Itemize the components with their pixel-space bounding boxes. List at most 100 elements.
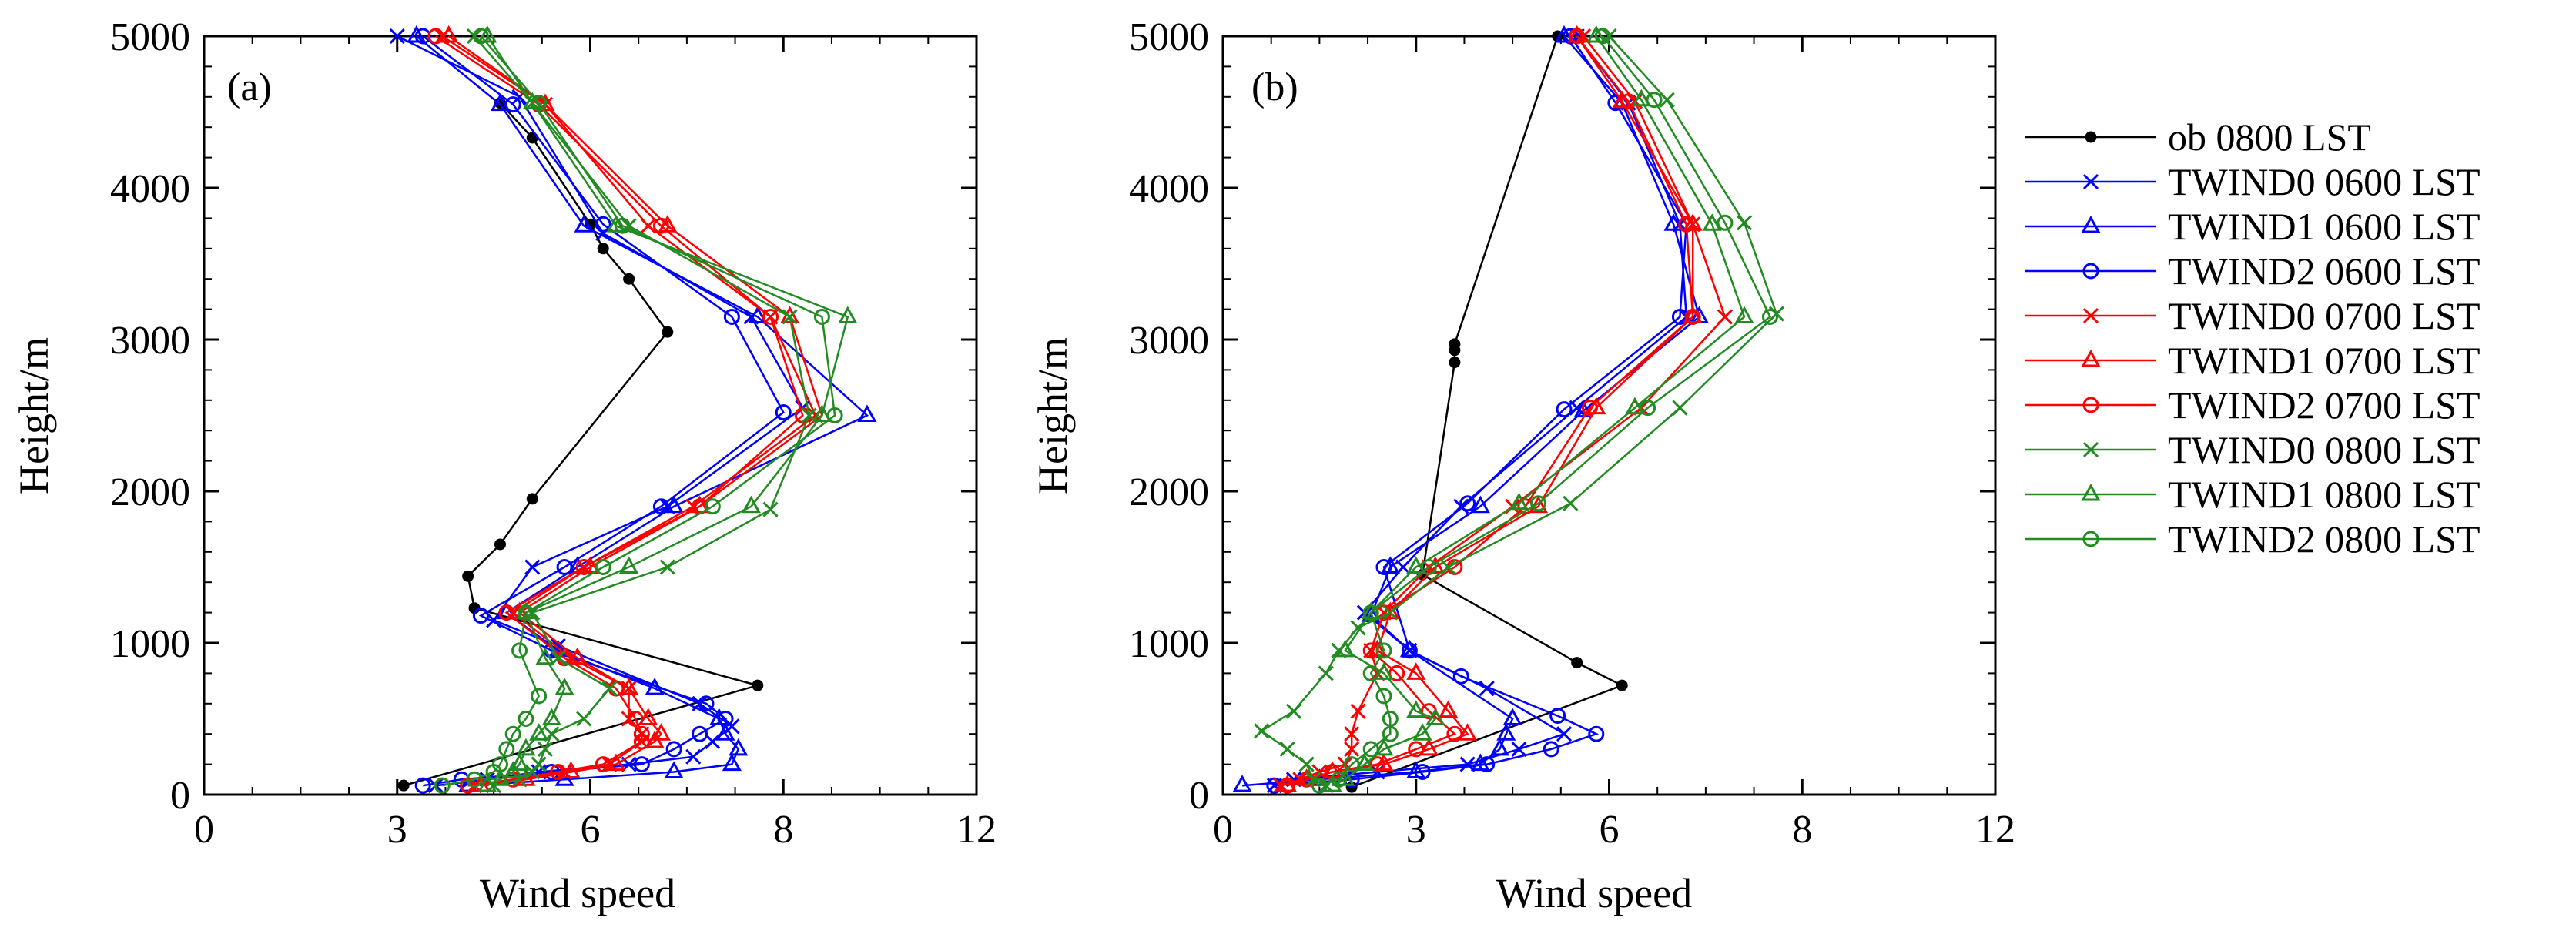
panel-a-line-twind0-0800-lst [474,35,810,787]
panel-b-x-axis-label: Wind speed [1496,870,1692,916]
panel-a-point-twind0-0800-lst [537,741,554,757]
panel-a-y-tick-label: 5000 [110,15,190,59]
panel-a-y-tick-label: 4000 [110,167,190,211]
panel-a-x-tick-label: 0 [194,808,214,852]
panel-b-point-twind2-0700-lst [1569,28,1586,45]
panel-a-point-twind1-0800-lst [477,25,497,43]
panel-b-point-twind1-0800-lst [1631,89,1651,107]
legend-entry-twind2-0800-lst: TWIND2 0800 LST [2025,517,2481,561]
legend-entry-twind1-0600-lst: TWIND1 0600 LST [2025,205,2481,248]
panel-b-point-twind2-0800-lst [1311,777,1328,794]
panel-a-point-twind2-0600-lst [504,96,521,113]
panel-b-point-twind0-0800-lst [1736,215,1753,231]
panel-a-line-twind0-0700-lst [441,35,817,787]
panel-a-point-twind1-0700-lst [651,723,671,741]
panel-a-point-twind2-0800-lst [498,741,515,758]
panel-a-point-twind0-0800-lst [659,559,675,575]
legend-marker [2082,397,2099,413]
panel-a-point-twind2-0800-lst [704,498,721,515]
panel-b-point-twind2-0600-lst [1414,763,1431,780]
panel-b-point-twind0-0800-lst [1305,772,1321,788]
panel-a-point-twind0-0600-lst [705,733,721,750]
panel-a-x-tick-label: 6 [581,808,601,852]
legend-entry-twind1-0800-lst: TWIND1 0800 LST [2025,473,2481,516]
panel-b-point-twind1-0600-lst [1399,639,1419,658]
panel-b-series-twind0-0700-lst [1273,28,1734,794]
legend-label: TWIND2 0700 LST [2168,383,2481,427]
panel-b-point-twind2-0600-lst [1556,401,1573,418]
panel-a-x-tick-label: 3 [387,808,407,852]
panel-a-point-twind0-0800-lst [601,681,618,697]
panel-a-point-twind2-0700-lst [427,28,444,45]
legend-entry-twind2-0700-lst: TWIND2 0700 LST [2025,383,2481,427]
panel-a-point-twind2-0800-lst [531,688,548,705]
panel-b-point-ob-0800-lst [1616,679,1628,691]
panel-b-point-twind1-0600-lst [1663,213,1683,231]
panel-b-point-twind0-0600-lst [1511,741,1527,757]
panel-b: 0 3 6 8 12 0 1000 2000 3000 4000 5000 (b) Wind spe… [1030,15,2015,916]
panel-b-point-twind1-0800-lst [1374,662,1394,680]
panel-b-x-tick-label: 12 [1975,808,2015,852]
panel-a-series-twind2-0800-lst [434,28,843,794]
panel-b-point-twind1-0700-lst [1567,25,1587,43]
panel-a-point-twind1-0600-lst [722,753,742,772]
panel-b-point-twind1-0800-lst [1335,639,1355,658]
panel-b-series-twind2-0800-lst [1311,28,1778,794]
panel-a-ticks: 0 3 6 8 12 0 1000 2000 3000 4000 5000 [110,15,997,852]
panel-a-point-twind2-0600-lst [698,695,715,712]
panel-b-point-twind2-0700-lst [1581,400,1598,417]
panel-b-point-twind0-0700-lst [1350,703,1366,719]
panel-a-point-twind2-0700-lst [575,559,592,575]
panel-b-point-ob-0800-lst [1571,657,1583,669]
panel-b-point-twind1-0600-lst [1406,761,1426,778]
panel-a-line-twind2-0700-lst [435,35,804,787]
panel-a-point-twind1-0800-lst [838,306,858,323]
legend-label: TWIND0 0600 LST [2168,160,2481,203]
legend-marker [2081,483,2101,501]
legend-marker [2081,215,2101,233]
panel-b-point-twind1-0800-lst [1412,723,1432,741]
panel-a-point-twind2-0800-lst [511,642,528,659]
panel-b-point-twind1-0600-lst [1232,775,1252,792]
legend-marker [2085,131,2097,143]
panel-b-ticks: 0 3 6 8 12 0 1000 2000 3000 4000 5000 [1129,15,2015,852]
panel-b-point-twind1-0800-lst [1355,753,1375,772]
panel-a-point-twind0-0700-lst [640,218,656,234]
panel-b-line-twind0-0700-lst [1280,35,1727,787]
panel-b-point-twind2-0800-lst [1375,688,1392,705]
panel-b-point-twind1-0800-lst [1406,700,1426,718]
panel-b-point-twind2-0800-lst [1362,741,1379,758]
panel-a-point-twind1-0800-lst [812,404,832,422]
panel-a-point-twind1-0700-lst [690,495,710,514]
panel-a-point-twind2-0800-lst [531,95,548,112]
panel-b-point-twind2-0800-lst [1382,725,1399,742]
panel-a-point-twind1-0800-lst [529,723,549,741]
panel-a-point-twind1-0600-lst [664,495,684,514]
panel-b-point-twind0-0700-lst [1717,309,1734,325]
panel-b-point-twind0-0800-lst [1659,92,1675,108]
panel-a-point-twind2-0600-lst [723,308,740,325]
panel-a-point-twind2-0800-lst [472,28,489,45]
panel-b-point-twind0-0800-lst [1318,665,1334,681]
panel-b-point-twind2-0800-lst [1343,756,1360,773]
legend-marker [2081,349,2101,367]
panel-b-point-twind1-0700-lst [1458,723,1478,741]
panel-a-point-twind1-0600-lst [490,93,511,112]
panel-b-x-tick-label: 3 [1406,808,1426,852]
panel-b-point-twind2-0700-lst [1408,741,1425,758]
panel-b-series-twind1-0600-lst [1232,25,1710,792]
panel-a-point-twind2-0700-lst [652,217,669,234]
panel-a-point-twind2-0800-lst [518,711,534,727]
panel-b-frame [1221,35,1997,796]
panel-a-point-twind0-0800-lst [782,309,798,325]
panel-a-point-twind1-0700-lst [638,708,658,725]
panel-b-point-twind1-0800-lst [1406,556,1426,574]
panel-a-point-twind1-0600-lst [715,723,735,741]
panel-a-point-twind1-0600-lst [407,25,427,43]
legend-marker [2082,441,2099,458]
panel-b-point-twind2-0800-lst [1640,400,1656,417]
panel-b-point-twind1-0700-lst [1612,90,1632,109]
panel-b-x-tick-label: 8 [1792,808,1812,852]
panel-a-point-twind1-0800-lst [619,556,639,574]
panel-a-point-twind2-0600-lst [472,608,489,624]
